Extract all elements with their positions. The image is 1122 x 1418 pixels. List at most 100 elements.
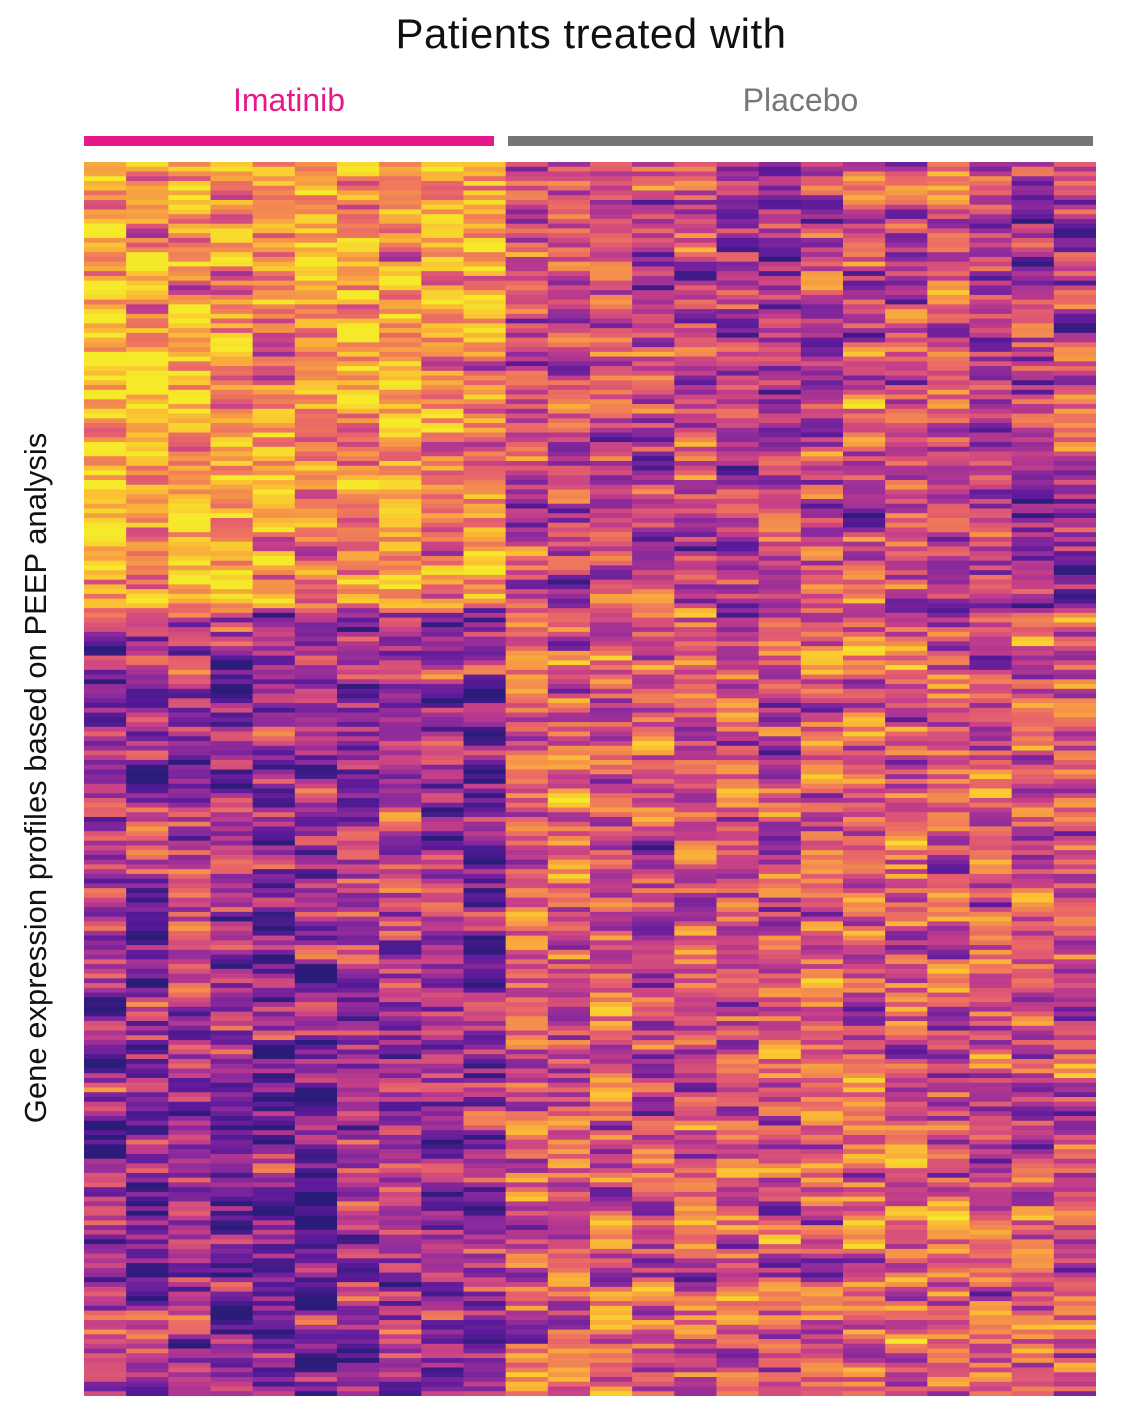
heatmap-cell bbox=[674, 574, 718, 581]
heatmap-cell bbox=[505, 437, 549, 443]
heatmap-cell bbox=[716, 366, 760, 372]
heatmap-cell bbox=[758, 641, 802, 647]
heatmap-cell bbox=[800, 536, 844, 543]
heatmap-cell bbox=[843, 1201, 886, 1207]
heatmap-cell bbox=[210, 385, 254, 391]
heatmap-cell bbox=[337, 1044, 380, 1051]
heatmap-cell bbox=[632, 1339, 675, 1345]
heatmap-cell bbox=[84, 1296, 127, 1302]
heatmap-cell bbox=[210, 869, 254, 875]
heatmap-cell bbox=[463, 1168, 507, 1174]
heatmap-cell bbox=[337, 280, 380, 286]
heatmap-cell bbox=[337, 603, 380, 609]
heatmap-cell bbox=[337, 641, 380, 647]
heatmap-cell bbox=[168, 1315, 212, 1321]
heatmap-cell bbox=[337, 470, 380, 476]
heatmap-cell bbox=[843, 318, 886, 324]
heatmap-cell bbox=[632, 413, 675, 419]
heatmap-cell bbox=[843, 892, 886, 899]
heatmap-cell bbox=[800, 878, 844, 885]
heatmap-cell bbox=[758, 461, 802, 467]
heatmap-cell bbox=[294, 385, 338, 391]
heatmap-cell bbox=[252, 475, 296, 481]
heatmap-cell bbox=[210, 1362, 254, 1369]
heatmap-cell bbox=[843, 1220, 886, 1226]
heatmap-cell bbox=[294, 166, 338, 173]
heatmap-cell bbox=[674, 1358, 718, 1364]
heatmap-cell bbox=[547, 1016, 591, 1022]
heatmap-cell bbox=[294, 992, 338, 998]
heatmap-cell bbox=[800, 1082, 844, 1089]
heatmap-cell bbox=[674, 959, 718, 965]
heatmap-cell bbox=[168, 285, 212, 291]
heatmap-cell bbox=[758, 271, 802, 277]
heatmap-cell bbox=[758, 850, 802, 856]
heatmap-cell bbox=[590, 199, 633, 206]
heatmap-cell bbox=[168, 797, 212, 804]
heatmap-cell bbox=[252, 228, 296, 234]
heatmap-cell bbox=[800, 978, 844, 984]
heatmap-cell bbox=[505, 1158, 549, 1165]
heatmap-cell bbox=[379, 1277, 422, 1283]
heatmap-cell bbox=[294, 347, 338, 353]
heatmap-cell bbox=[632, 831, 675, 837]
heatmap-cell bbox=[252, 256, 296, 263]
heatmap-cell bbox=[252, 717, 296, 723]
heatmap-cell bbox=[252, 679, 296, 685]
heatmap-cell bbox=[716, 835, 760, 842]
heatmap-cell bbox=[252, 783, 296, 790]
heatmap-cell bbox=[843, 992, 886, 998]
heatmap-cell bbox=[126, 423, 169, 429]
heatmap-cell bbox=[421, 294, 465, 301]
heatmap-cell bbox=[716, 285, 760, 291]
heatmap-cell bbox=[800, 527, 844, 533]
heatmap-cell bbox=[421, 166, 465, 173]
heatmap-cell bbox=[674, 513, 718, 519]
heatmap-cell bbox=[294, 1248, 338, 1255]
heatmap-cell bbox=[590, 883, 633, 889]
heatmap-cell bbox=[210, 665, 254, 671]
heatmap-cell bbox=[210, 451, 254, 457]
heatmap-cell bbox=[843, 1106, 886, 1112]
heatmap-cell bbox=[590, 788, 633, 794]
heatmap-cell bbox=[674, 845, 718, 851]
heatmap-cell bbox=[379, 446, 422, 453]
heatmap-cell bbox=[126, 864, 169, 870]
heatmap-cell bbox=[168, 1092, 212, 1098]
heatmap-cell bbox=[421, 190, 465, 196]
heatmap-cell bbox=[758, 603, 802, 609]
heatmap-cell bbox=[84, 180, 127, 187]
heatmap-cell bbox=[547, 612, 591, 619]
heatmap-cell bbox=[294, 911, 338, 918]
heatmap-cell bbox=[800, 840, 844, 847]
heatmap-cell bbox=[632, 930, 675, 937]
heatmap-cell bbox=[84, 1348, 127, 1354]
heatmap-cell bbox=[463, 489, 507, 495]
heatmap-cell bbox=[294, 546, 338, 552]
heatmap-cell bbox=[674, 589, 718, 595]
heatmap-cell bbox=[758, 427, 802, 434]
heatmap-cell bbox=[758, 456, 802, 462]
heatmap-cell bbox=[337, 1125, 380, 1131]
heatmap-cell bbox=[126, 617, 169, 623]
heatmap-cell bbox=[590, 1334, 633, 1340]
heatmap-cell bbox=[84, 1225, 127, 1231]
heatmap-cell bbox=[505, 1210, 549, 1217]
heatmap-cell bbox=[716, 1035, 760, 1041]
heatmap-cell bbox=[547, 949, 591, 956]
heatmap-cell bbox=[463, 1011, 507, 1017]
heatmap-cell bbox=[126, 337, 169, 343]
heatmap-cell bbox=[800, 850, 844, 856]
heatmap-cell bbox=[590, 1130, 633, 1136]
heatmap-cell bbox=[674, 1334, 718, 1340]
heatmap-cell bbox=[800, 1229, 844, 1236]
heatmap-cell bbox=[463, 1139, 507, 1146]
heatmap-cell bbox=[590, 252, 633, 258]
heatmap-cell bbox=[547, 707, 591, 714]
heatmap-cell bbox=[84, 209, 127, 215]
heatmap-cell bbox=[843, 669, 886, 676]
heatmap-cell bbox=[463, 1343, 507, 1350]
heatmap-cell bbox=[843, 1272, 886, 1278]
heatmap-cell bbox=[210, 313, 254, 320]
heatmap-cell bbox=[126, 816, 169, 823]
